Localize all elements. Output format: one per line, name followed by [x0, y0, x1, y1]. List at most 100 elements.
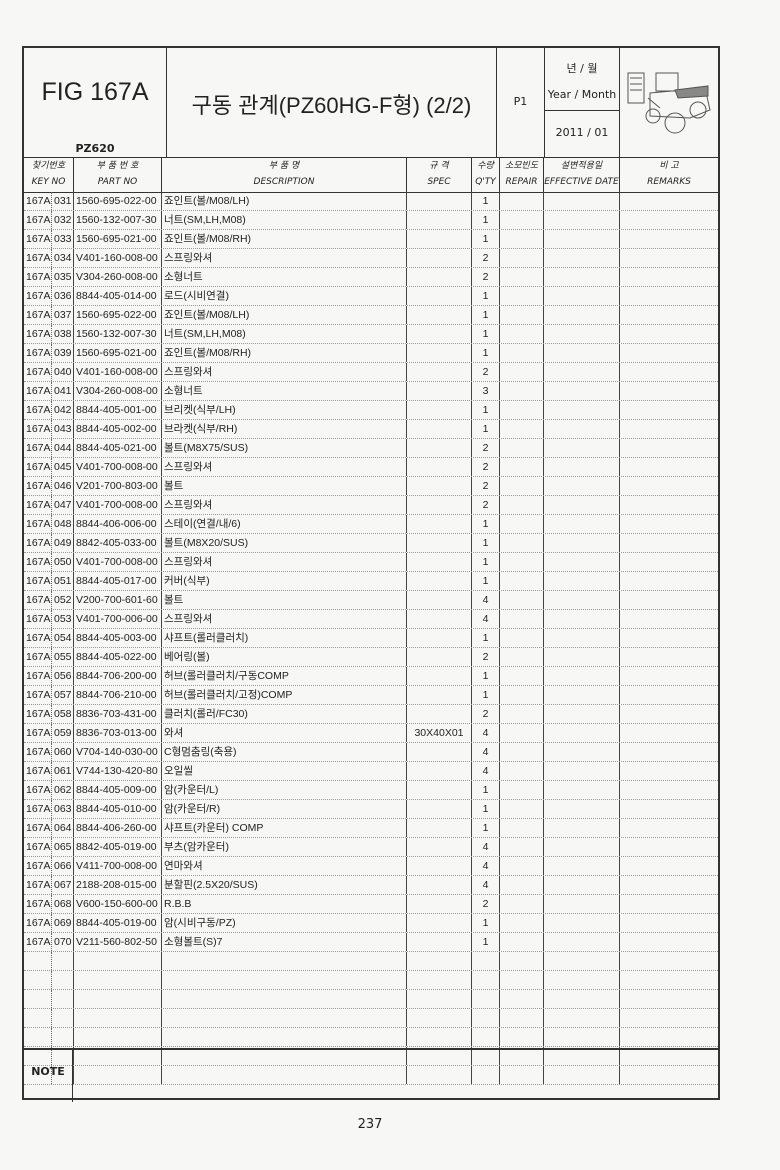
key-prefix-cell: 167A [24, 781, 52, 799]
key-number-cell: 049 [52, 534, 74, 552]
quantity-cell: 1 [472, 344, 500, 362]
quantity-cell: 1 [472, 629, 500, 647]
effective-date-cell [544, 648, 620, 666]
part-number-cell: V411-700-008-00 [74, 857, 162, 875]
key-number-cell: 069 [52, 914, 74, 932]
part-number-cell: V401-700-006-00 [74, 610, 162, 628]
quantity-cell: 1 [472, 420, 500, 438]
column-header-ko: 설변적용일 [560, 161, 603, 171]
column-header-ko: 비 고 [659, 161, 679, 171]
description-cell: 소형너트 [162, 382, 407, 400]
part-number-cell: 8844-405-001-00 [74, 401, 162, 419]
remarks-cell [620, 306, 718, 324]
effective-date-cell [544, 401, 620, 419]
description-cell: 스프링와셔 [162, 363, 407, 381]
key-prefix-cell: 167A [24, 420, 52, 438]
remarks-cell [620, 724, 718, 742]
column-header: 수량 Q'TY [472, 158, 500, 192]
remarks-cell [620, 629, 718, 647]
quantity-cell [472, 1028, 500, 1046]
title-box: 구동 관계(PZ60HG-F형) (2/2) [167, 48, 497, 157]
spec-cell [407, 572, 472, 590]
table-row: 167A 055 8844-405-022-00 베어링(볼) 2 [24, 648, 718, 667]
effective-date-cell [544, 838, 620, 856]
column-header-ko: 규 격 [429, 161, 449, 171]
key-number-cell: 032 [52, 211, 74, 229]
quantity-cell [472, 990, 500, 1008]
quantity-cell: 1 [472, 325, 500, 343]
remarks-cell [620, 762, 718, 780]
key-number-cell: 067 [52, 876, 74, 894]
repair-cell [500, 857, 544, 875]
empty-row [24, 971, 718, 990]
part-number-cell: 1560-132-007-30 [74, 325, 162, 343]
remarks-cell [620, 268, 718, 286]
key-prefix-cell: 167A [24, 534, 52, 552]
spec-cell [407, 971, 472, 989]
remarks-cell [620, 420, 718, 438]
page-title: 구동 관계(PZ60HG-F형) (2/2) [191, 93, 472, 118]
part-number-cell [74, 1009, 162, 1027]
remarks-cell [620, 287, 718, 305]
description-cell: 암(카운터/R) [162, 800, 407, 818]
page-code: P1 [513, 95, 528, 108]
part-number-cell: 8844-706-210-00 [74, 686, 162, 704]
repair-cell [500, 800, 544, 818]
key-prefix-cell: 167A [24, 724, 52, 742]
key-number-cell: 060 [52, 743, 74, 761]
effective-date-cell [544, 382, 620, 400]
repair-cell [500, 762, 544, 780]
effective-date-cell [544, 249, 620, 267]
quantity-cell: 2 [472, 439, 500, 457]
key-prefix-cell: 167A [24, 515, 52, 533]
year-month-label-ko: 년 / 월 [566, 62, 598, 75]
remarks-cell [620, 553, 718, 571]
spec-cell [407, 553, 472, 571]
table-row: 167A 053 V401-700-006-00 스프링와셔 4 [24, 610, 718, 629]
column-header: 소모빈도 REPAIR [500, 158, 544, 192]
description-cell: 소형볼트(S)7 [162, 933, 407, 951]
description-cell: 스프링와셔 [162, 553, 407, 571]
description-cell: 클러치(롤러/FC30) [162, 705, 407, 723]
part-number-cell [74, 952, 162, 970]
key-number-cell: 037 [52, 306, 74, 324]
description-cell: 죠인트(볼/M08/LH) [162, 306, 407, 324]
key-number-cell: 051 [52, 572, 74, 590]
effective-date-cell [544, 990, 620, 1008]
key-prefix-cell: 167A [24, 629, 52, 647]
quantity-cell: 1 [472, 230, 500, 248]
table-row: 167A 041 V304-260-008-00 소형너트 3 [24, 382, 718, 401]
repair-cell [500, 249, 544, 267]
key-number-cell [52, 971, 74, 989]
effective-date-cell [544, 363, 620, 381]
empty-row [24, 990, 718, 1009]
table-row: 167A 045 V401-700-008-00 스프링와셔 2 [24, 458, 718, 477]
spec-cell [407, 800, 472, 818]
spec-cell [407, 838, 472, 856]
part-number-cell: V744-130-420-80 [74, 762, 162, 780]
table-row: 167A 065 8842-405-019-00 부츠(암카운터) 4 [24, 838, 718, 857]
description-cell: 암(시비구동/PZ) [162, 914, 407, 932]
key-number-cell: 033 [52, 230, 74, 248]
description-cell: 죠인트(볼/M08/RH) [162, 344, 407, 362]
spec-cell [407, 306, 472, 324]
spec-cell [407, 458, 472, 476]
repair-cell [500, 971, 544, 989]
key-prefix-cell: 167A [24, 819, 52, 837]
quantity-cell: 1 [472, 287, 500, 305]
part-number-cell: 1560-695-021-00 [74, 230, 162, 248]
key-prefix-cell: 167A [24, 458, 52, 476]
repair-cell [500, 838, 544, 856]
spec-cell: 30X40X01 [407, 724, 472, 742]
repair-cell [500, 420, 544, 438]
effective-date-cell [544, 1028, 620, 1046]
remarks-cell [620, 496, 718, 514]
repair-cell [500, 686, 544, 704]
remarks-cell [620, 439, 718, 457]
part-number-cell: 1560-695-022-00 [74, 192, 162, 210]
description-cell: 볼트(M8X20/SUS) [162, 534, 407, 552]
part-number-cell: 1560-695-022-00 [74, 306, 162, 324]
key-prefix-cell: 167A [24, 610, 52, 628]
effective-date-cell [544, 439, 620, 457]
key-prefix-cell: 167A [24, 249, 52, 267]
